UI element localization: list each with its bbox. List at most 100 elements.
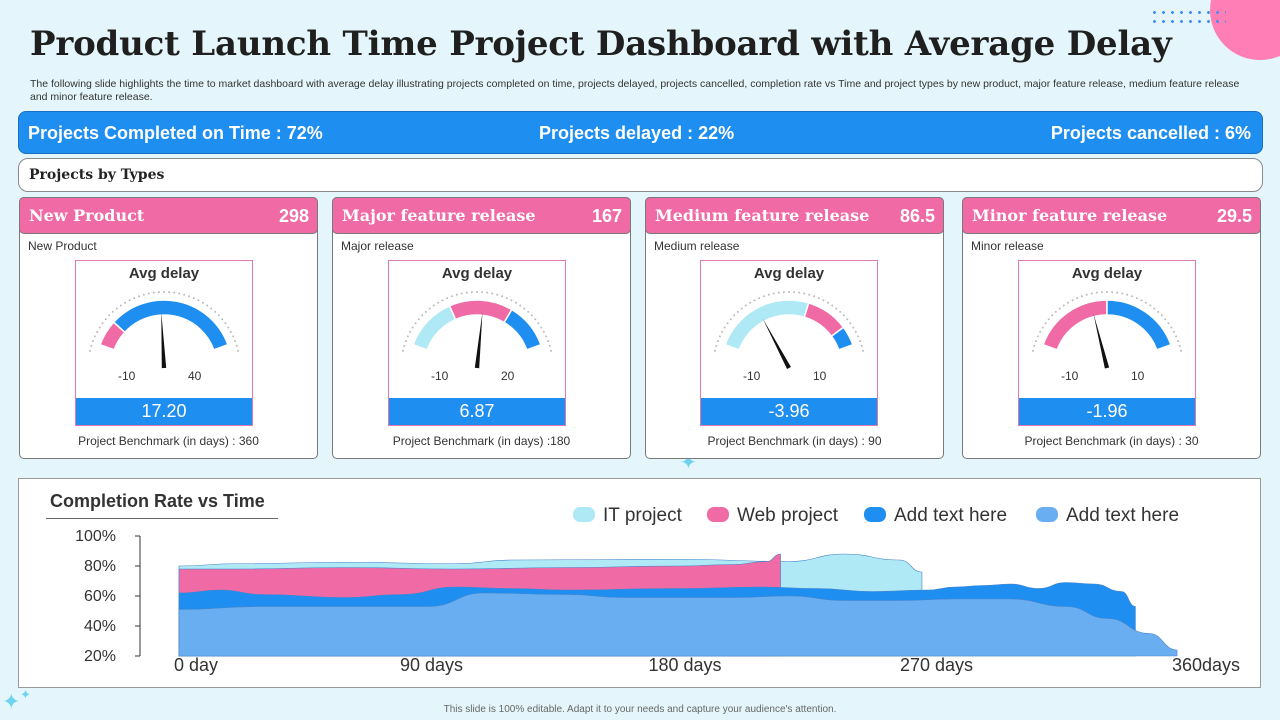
gauge-tick: [421, 314, 424, 317]
card-subtitle: New Product: [28, 239, 97, 253]
x-tick-label: 0 day: [174, 655, 218, 675]
gauge-tick: [406, 335, 409, 338]
gauge-tick: [197, 299, 200, 302]
gauge-tick: [1131, 295, 1134, 298]
gauge-tick: [90, 344, 93, 347]
project-type-card: New Product 298 New Product Avg delay -1…: [19, 197, 318, 459]
y-tick-label: 100%: [75, 528, 116, 545]
card-header: Minor feature release 29.5: [962, 197, 1261, 234]
card-header: New Product 298: [19, 197, 318, 234]
gauge-tick: [793, 291, 796, 294]
gauge-tick: [1034, 340, 1037, 343]
gauge-tick: [1135, 297, 1138, 300]
gauge-tick: [1177, 340, 1180, 343]
gauge-tick: [772, 292, 775, 295]
gauge-tick: [718, 335, 721, 338]
gauge-tick: [1180, 349, 1183, 352]
gauge-tick: [411, 326, 414, 329]
gauge-tick: [152, 291, 155, 294]
gauge-tick: [1067, 301, 1070, 304]
gauge-tick: [450, 295, 453, 298]
gauge-tick: [210, 307, 213, 310]
project-benchmark: Project Benchmark (in days) :180: [392, 434, 571, 448]
gauge-tick: [424, 310, 427, 313]
gauge-tick: [147, 292, 150, 295]
gauge-tick: [217, 314, 220, 317]
gauge-tick: [782, 291, 785, 294]
gauge-tick: [441, 299, 444, 302]
project-type-card: Medium feature release 86.5 Medium relea…: [645, 197, 944, 459]
project-benchmark: Project Benchmark (in days) : 30: [1024, 434, 1199, 448]
card-title: New Product: [29, 206, 145, 225]
gauge-tick: [1140, 299, 1143, 302]
gauge-tick: [465, 291, 468, 294]
gauge-tick: [835, 307, 838, 310]
gauge-tick: [178, 292, 181, 295]
gauge-value: -3.96: [701, 398, 877, 425]
gauge-tick: [1041, 326, 1044, 329]
gauge-tick: [505, 297, 508, 300]
gauge-tick: [729, 318, 732, 321]
y-tick-label: 20%: [84, 648, 116, 665]
gauge-tick: [133, 297, 136, 300]
y-tick-label: 40%: [84, 618, 116, 635]
gauge-tick: [1106, 291, 1108, 293]
gauge-tick: [777, 291, 780, 294]
gauge-tick: [104, 318, 107, 321]
gauge-tick: [716, 340, 719, 343]
gauge-dial: [401, 291, 553, 369]
gauge-tick: [1047, 318, 1050, 321]
avg-delay-gauge: Avg delay -10 20 6.87: [388, 260, 566, 426]
gauge-tick: [854, 330, 857, 333]
gauge-tick: [740, 307, 743, 310]
gauge-tick: [229, 330, 232, 333]
gauge-tick: [767, 293, 770, 296]
gauge-segment: [1042, 299, 1108, 351]
card-value: 86.5: [899, 206, 935, 226]
y-tick-label: 80%: [84, 558, 116, 575]
x-tick-label: 360days: [1172, 655, 1240, 675]
chart-title-underline: [46, 518, 278, 519]
card-value: 298: [278, 206, 309, 226]
gauge-tick: [192, 297, 195, 300]
gauge-tick: [849, 322, 852, 325]
gauge-tick: [813, 295, 816, 298]
gauge-tick: [98, 326, 101, 329]
gauge-tick: [857, 335, 860, 338]
gauge-tick: [530, 314, 533, 317]
gauge-tick: [803, 292, 806, 295]
sparkle-icon: ✦: [20, 688, 31, 703]
gauge-tick: [758, 297, 761, 300]
gauge-tick: [1090, 292, 1093, 295]
gauge-value: 17.20: [76, 398, 252, 425]
gauge-tick: [470, 291, 473, 294]
card-value: 29.5: [1216, 206, 1252, 226]
gauge-min-label: -10: [118, 369, 136, 383]
project-benchmark: Project Benchmark (in days) : 90: [707, 434, 882, 448]
gauge-tick: [137, 295, 140, 298]
gauge-min-label: -10: [1061, 369, 1079, 383]
gauge-tick: [1149, 304, 1152, 307]
gauge-tick: [224, 322, 227, 325]
gauge-tick: [1071, 299, 1074, 302]
page-subtitle: The following slide highlights the time …: [30, 78, 1240, 103]
gauge-tick: [115, 307, 118, 310]
gauge-dial: [1031, 291, 1183, 369]
gauge-tick: [547, 340, 550, 343]
gauge-tick: [234, 340, 237, 343]
gauge-title: Avg delay: [1071, 265, 1143, 282]
gauge-tick: [206, 304, 209, 307]
gauge-tick: [842, 314, 845, 317]
gauge-tick: [762, 295, 765, 298]
gauge-tick: [491, 292, 494, 295]
gauge-tick: [862, 349, 865, 352]
avg-delay-gauge: Avg delay -10 10 -1.96: [1018, 260, 1196, 426]
gauge-tick: [822, 299, 825, 302]
gauge-tick: [542, 330, 545, 333]
gauge-tick: [733, 314, 736, 317]
gauge-segment: [503, 308, 542, 351]
area-series: [178, 592, 1178, 657]
gauge-tick: [168, 291, 171, 294]
gauge-tick: [1111, 291, 1114, 294]
projects-by-types-label: Projects by Types: [29, 167, 165, 183]
